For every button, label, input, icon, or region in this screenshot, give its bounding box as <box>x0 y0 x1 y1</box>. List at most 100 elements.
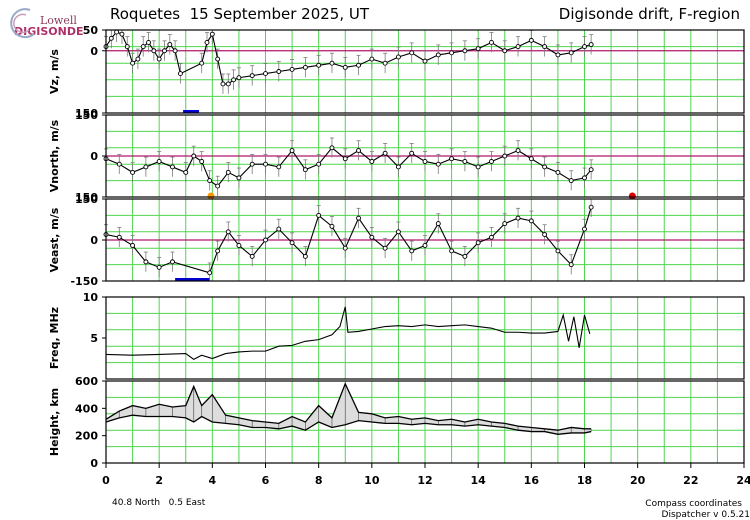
data-point <box>449 248 455 254</box>
data-point <box>151 48 157 54</box>
data-point <box>582 175 587 181</box>
data-point <box>475 240 481 246</box>
data-point <box>409 150 415 156</box>
data-point <box>369 56 375 62</box>
logo-org: Lowell <box>40 14 77 27</box>
data-point <box>146 40 151 45</box>
data-point <box>289 148 295 153</box>
data-point <box>382 60 388 66</box>
y-tick-label: 200 <box>75 430 98 443</box>
x-tick-label: 18 <box>577 474 592 487</box>
data-point <box>156 264 162 270</box>
data-point <box>528 156 534 162</box>
data-point <box>114 29 120 35</box>
y-axis-label: Height, km <box>48 388 61 456</box>
data-point <box>191 153 197 159</box>
data-point <box>449 156 455 162</box>
data-point <box>130 243 136 248</box>
data-point <box>395 54 401 60</box>
x-tick-label: 8 <box>315 474 323 487</box>
y-tick-label: 150 <box>75 107 98 120</box>
data-point <box>382 150 388 156</box>
data-point <box>183 169 189 175</box>
data-point <box>220 81 226 87</box>
panel-veast <box>102 198 745 282</box>
data-point <box>116 161 122 167</box>
y-tick-label: 10 <box>83 291 99 304</box>
data-point <box>199 159 205 164</box>
logo-swoosh-icon <box>10 8 35 39</box>
data-point <box>156 159 162 164</box>
data-point <box>489 40 494 45</box>
y-tick-label: 0 <box>90 234 98 247</box>
data-point <box>395 164 401 170</box>
x-tick-label: 6 <box>262 474 270 487</box>
data-point <box>276 164 282 170</box>
data-point <box>236 243 242 248</box>
data-point <box>568 262 574 268</box>
series-line-vnorth <box>105 147 592 187</box>
data-point <box>422 58 428 64</box>
y-tick-label: 5 <box>90 332 98 345</box>
series-line-freq <box>105 306 591 360</box>
data-point <box>515 215 521 221</box>
station-location: 40.8 North 0.5 East <box>112 498 206 508</box>
data-point <box>502 221 508 227</box>
data-point <box>542 164 548 170</box>
data-point <box>209 31 215 37</box>
data-point <box>130 169 136 175</box>
y-axis-label: Vnorth, m/s <box>48 119 61 192</box>
data-point <box>207 178 213 184</box>
panel-vz <box>102 29 745 114</box>
data-point <box>342 64 348 70</box>
data-point <box>528 37 534 43</box>
data-point <box>582 226 587 232</box>
data-point <box>515 148 521 153</box>
data-point <box>329 60 335 66</box>
x-tick-label: 22 <box>683 474 698 487</box>
data-point <box>316 62 322 68</box>
y-tick-label: 0 <box>90 150 98 163</box>
panel-freq <box>102 296 745 380</box>
y-tick-label: 0 <box>90 45 98 58</box>
data-point <box>130 60 136 66</box>
data-point <box>369 234 375 240</box>
x-tick-label: 10 <box>364 474 380 487</box>
data-point <box>542 232 548 237</box>
data-point <box>588 167 594 173</box>
data-point <box>462 253 468 259</box>
data-point <box>302 253 308 259</box>
data-point <box>449 50 455 56</box>
data-point <box>555 169 561 175</box>
y-axis-label: Veast, m/s <box>48 207 61 272</box>
data-point <box>199 60 205 66</box>
data-point <box>409 50 415 56</box>
data-point <box>249 73 255 79</box>
data-point <box>475 164 481 170</box>
y-tick-label: 50 <box>83 24 99 37</box>
data-point <box>555 52 561 58</box>
data-point <box>568 178 574 184</box>
data-point <box>172 48 178 54</box>
data-point <box>568 50 574 56</box>
height-line-lower <box>105 414 592 435</box>
data-point <box>582 44 587 50</box>
data-point <box>329 145 335 151</box>
y-tick-label: 0 <box>90 457 98 470</box>
y-axis-label: Vz, m/s <box>48 49 61 94</box>
data-point <box>462 48 468 54</box>
data-point <box>502 48 508 54</box>
panel-height <box>102 380 745 464</box>
y-tick-label: 150 <box>75 109 98 122</box>
data-point <box>489 159 494 164</box>
data-point <box>249 161 255 167</box>
data-point <box>435 161 441 167</box>
data-point <box>409 248 415 254</box>
data-point <box>249 253 255 259</box>
data-point <box>542 44 548 50</box>
data-point <box>435 52 441 58</box>
data-point <box>289 240 295 246</box>
data-point <box>263 71 268 77</box>
data-point <box>215 56 221 62</box>
